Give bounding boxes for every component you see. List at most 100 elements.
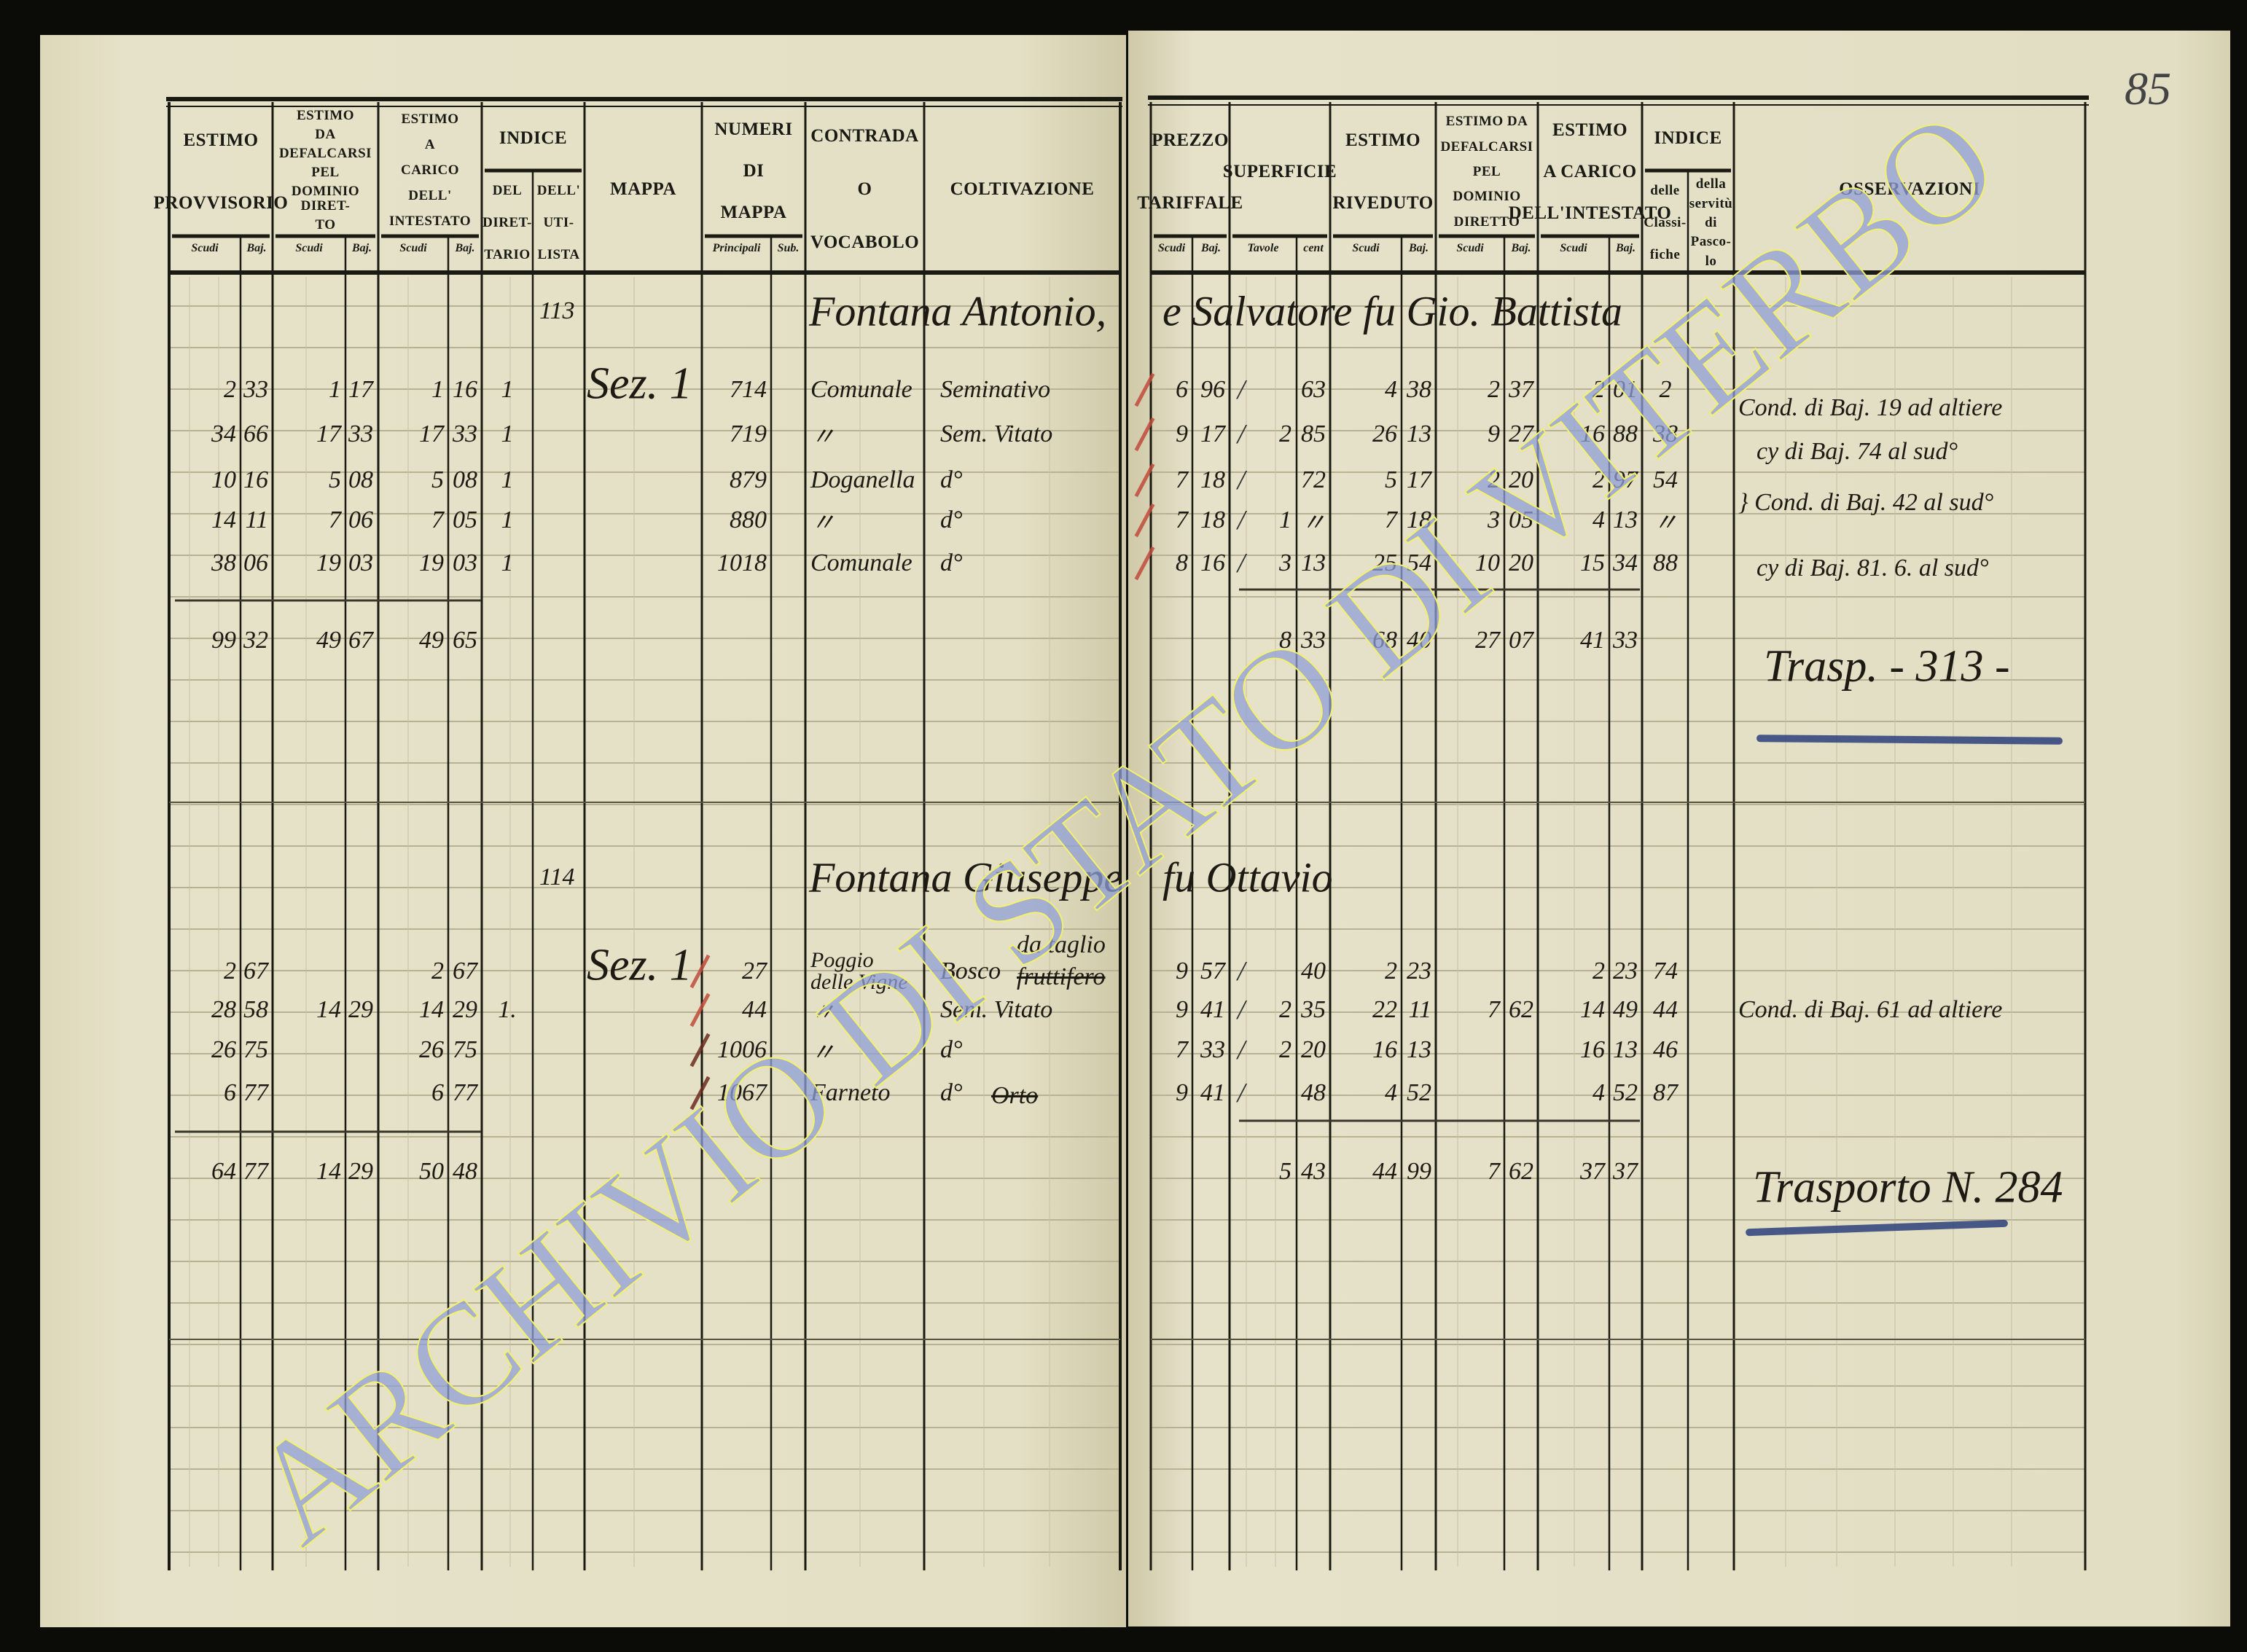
prov-baj: 67	[243, 958, 268, 984]
owner-name: Fontana Antonio,	[809, 287, 1107, 335]
indice-classifica: 88	[1653, 549, 1678, 576]
prezzo-baj: 17	[1200, 420, 1225, 447]
column-header-line: INTESTATO	[388, 214, 472, 230]
carico-scudi: 5	[431, 466, 444, 493]
column-header-line: CARICO	[400, 163, 460, 178]
prov-scudi: 2	[224, 376, 236, 403]
carico-scudi: 2	[431, 958, 444, 984]
subheader: Baj.	[351, 242, 372, 254]
tick-mark: /	[1237, 995, 1246, 1025]
column-header-line: RIVEDUTO	[1332, 192, 1434, 213]
riv-scudi: 7	[1385, 506, 1397, 533]
column-header-line: PEL	[311, 165, 340, 181]
rcar-baj: 13	[1613, 1036, 1638, 1063]
total-baj: 33	[1613, 627, 1638, 654]
total-scudi: 27	[1475, 627, 1500, 654]
riv-baj: 13	[1407, 1036, 1431, 1063]
contrada: Doganella	[810, 466, 915, 493]
carico-scudi: 6	[431, 1079, 444, 1106]
column-header-line: PREZZO	[1152, 130, 1229, 150]
prov-scudi: 28	[211, 996, 236, 1023]
prezzo-baj: 96	[1200, 376, 1225, 403]
sup-baj: 35	[1301, 996, 1326, 1023]
prezzo-scudi: 9	[1176, 420, 1188, 447]
prezzo-scudi: 9	[1176, 1079, 1188, 1106]
defalc-baj: 17	[348, 376, 373, 403]
column-header-line: PEL	[1472, 164, 1501, 179]
transfer-note: Trasp. - 313 -	[1764, 641, 2010, 692]
prezzo-baj: 41	[1200, 996, 1225, 1023]
sup-baj: 13	[1301, 549, 1326, 576]
prezzo-baj: 33	[1200, 1036, 1225, 1063]
column-header: OSSERVAZIONI	[1734, 109, 2085, 270]
coltivazione: Sem. Vitato	[940, 996, 1053, 1023]
carico-baj: 77	[453, 1079, 477, 1106]
prov-baj: 33	[243, 376, 268, 403]
rcar-baj: 01	[1613, 376, 1638, 403]
rcar-baj: 97	[1613, 466, 1638, 493]
column-header-line: A	[424, 136, 436, 152]
column-header-line: ESTIMO	[183, 130, 259, 150]
defalc-baj: 08	[348, 466, 373, 493]
indice-classifica: 44	[1653, 996, 1678, 1023]
rdef-scudi: 3	[1488, 506, 1500, 533]
subheader: Scudi	[1560, 242, 1587, 254]
column-header-line: TARIO	[484, 247, 531, 263]
carico-scudi: 1	[431, 376, 444, 403]
defalc-scudi: 19	[316, 549, 341, 576]
prov-scudi: 2	[224, 958, 236, 984]
total-scudi: 64	[211, 1158, 236, 1185]
carico-baj: 29	[453, 996, 477, 1023]
column-header: COLTIVAZIONE	[924, 109, 1120, 270]
subheader: Baj.	[246, 242, 267, 254]
column-header: NUMERI DI MAPPA	[702, 109, 805, 233]
sup-baj: 85	[1301, 420, 1326, 447]
page-number: 85	[2125, 63, 2171, 114]
map-number: 27	[742, 958, 767, 984]
subheader: Scudi	[1157, 242, 1186, 254]
carico-baj: 05	[453, 506, 477, 533]
map-number: 1006	[717, 1036, 767, 1063]
coltivazione: d°	[940, 1036, 963, 1063]
riv-baj: 11	[1408, 996, 1431, 1023]
total-scudi: 37	[1580, 1158, 1605, 1185]
watermark-text: ARCHIVIO DI STATO DI VITERBO	[221, 79, 2025, 1575]
owner-name-continued: fu Ottavio	[1162, 853, 1333, 901]
map-number: 44	[742, 996, 767, 1023]
sup-scudi: 2	[1279, 996, 1291, 1023]
rcar-baj: 49	[1613, 996, 1638, 1023]
column-header-line: ESTIMO	[296, 108, 355, 124]
prov-baj: 58	[243, 996, 268, 1023]
sup-scudi: 2	[1279, 420, 1291, 447]
column-header-line: fiche	[1649, 247, 1681, 263]
subheader: Scudi	[399, 242, 427, 254]
riv-baj: 38	[1407, 376, 1431, 403]
column-header-line: MAPPA	[720, 202, 787, 222]
total-scudi: 49	[419, 627, 444, 654]
rdef-baj: 20	[1509, 466, 1533, 493]
column-header-line: INDICE	[1654, 128, 1722, 148]
rdef-scudi: 2	[1488, 466, 1500, 493]
column-header: SUPERFICIE	[1223, 109, 1337, 235]
defalc-baj: 06	[348, 506, 373, 533]
column-header-line: DI	[743, 160, 765, 181]
column-header-line: Pasco-	[1690, 234, 1732, 250]
carico-baj: 67	[453, 958, 477, 984]
carico-baj: 33	[453, 420, 477, 447]
column-header-line: NUMERI	[714, 120, 793, 140]
column-header-line: TO	[315, 216, 336, 232]
rdef-baj: 20	[1509, 549, 1533, 576]
total-baj: 77	[243, 1158, 268, 1185]
prezzo-baj: 16	[1200, 549, 1225, 576]
column-header-line: DIRETTO	[1453, 214, 1520, 230]
prov-scudi: 34	[211, 420, 236, 447]
column-header-line: DEFALCARSI	[1440, 138, 1533, 154]
total-baj: 43	[1301, 1158, 1326, 1185]
indice-classifica: 〃	[1653, 509, 1678, 537]
riv-baj: 52	[1407, 1079, 1431, 1106]
contrada: 〃	[810, 1039, 835, 1067]
prov-scudi: 26	[211, 1036, 236, 1063]
column-header-line: DOMINIO	[1453, 189, 1521, 205]
total-baj: 37	[1613, 1158, 1638, 1185]
owner-name: Fontana Giuseppe	[809, 853, 1123, 901]
